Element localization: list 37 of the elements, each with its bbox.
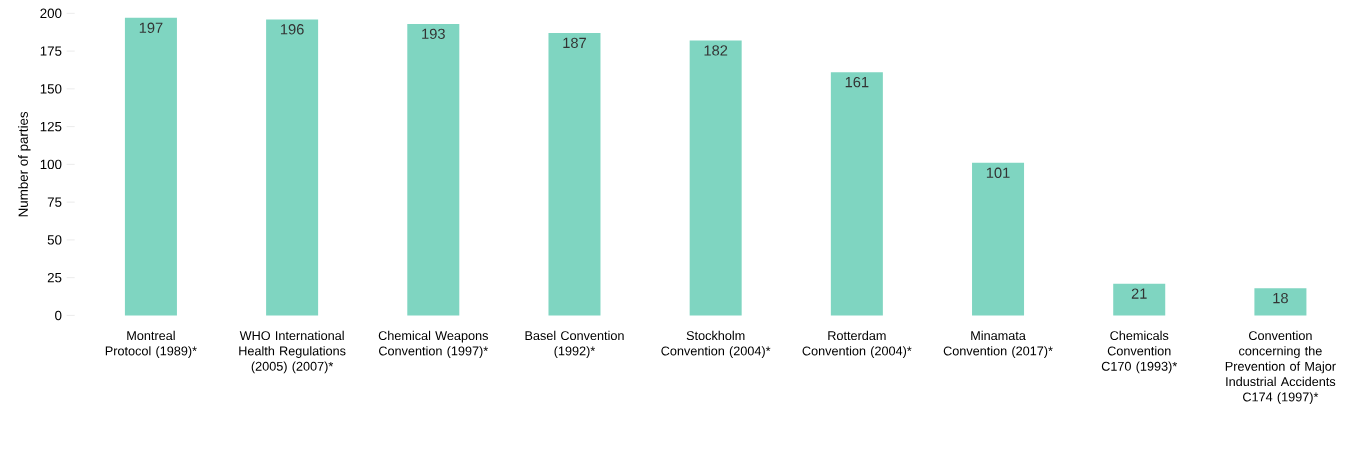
x-tick-label: Minamata Convention (2017)* [943,330,1053,358]
x-tick-label: Montreal Protocol (1989)* [105,330,197,358]
data-label: 18 [1273,292,1288,304]
y-tick-label: 25 [47,272,62,283]
y-tick-label: 150 [40,84,62,94]
x-tick-label: Basel Convention (1992)* [525,330,624,358]
x-tick-label: Rotterdam Convention (2004)* [802,330,912,358]
bar [830,72,883,316]
x-tick-label: Convention concerning the Prevention of Major Industrial Accidents C174 (1997)* [1225,330,1336,404]
y-tick-label: 200 [40,8,62,18]
bar [689,40,742,316]
y-tick-label: 0 [55,310,62,321]
data-label: 182 [704,45,728,56]
x-tick-label: Chemicals Convention C170 (1993)* [1101,330,1178,374]
data-label: 101 [986,167,1010,178]
bar [972,162,1025,316]
y-tick-label: 75 [47,197,62,207]
bar [1254,288,1307,316]
y-tick-label: 125 [40,121,62,132]
data-label: 161 [845,76,869,88]
y-tick-label: 100 [40,159,62,170]
bar [266,19,319,316]
data-label: 197 [139,22,163,33]
data-label: 196 [280,24,304,35]
bar [124,17,177,316]
bar [407,23,460,316]
data-label: 187 [563,37,586,49]
y-tick-label: 175 [40,46,62,56]
y-axis-title: Number of parties [18,111,31,217]
y-tick-label: 50 [47,235,62,245]
x-tick-label: WHO International Health Regulations (2005) (2007)* [239,330,346,374]
bar [548,32,601,316]
bar [1113,283,1166,316]
data-label: 193 [422,28,445,39]
x-tick-label: Chemical Weapons Convention (1997)* [378,330,488,358]
data-label: 21 [1131,288,1147,299]
x-tick-label: Stockholm Convention (2004)* [661,330,771,358]
